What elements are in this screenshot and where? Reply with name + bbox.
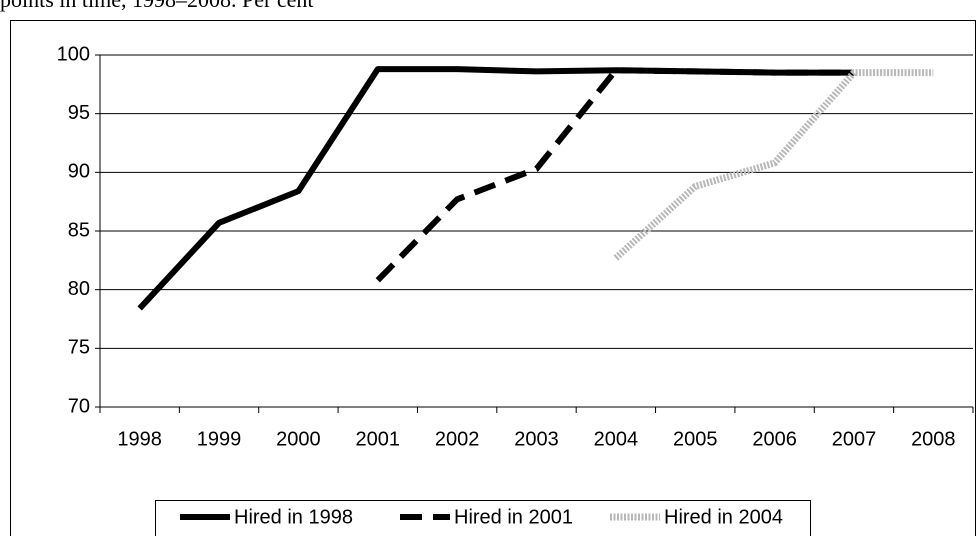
x-tick-label: 2001 [356, 428, 401, 450]
y-tick-label: 75 [68, 337, 90, 359]
x-tick-label: 2008 [911, 428, 956, 450]
x-tick-label: 1998 [117, 428, 162, 450]
x-tick-label: 2003 [514, 428, 559, 450]
y-tick-label: 95 [68, 102, 90, 124]
legend-box [155, 500, 811, 536]
x-tick-label: 1999 [197, 428, 242, 450]
chart-title: points in time, 1998–2008. Per cent [0, 0, 313, 12]
x-tick-label: 2007 [832, 428, 877, 450]
data-line [613, 69, 934, 261]
x-tick-label: 2006 [752, 428, 797, 450]
x-tick-label: 2005 [673, 428, 718, 450]
legend-label: Hired in 1998 [234, 506, 353, 528]
chart-border [10, 20, 976, 536]
x-tick-label: 2004 [594, 428, 639, 450]
x-tick-label: 2002 [435, 428, 480, 450]
y-tick-label: 80 [68, 278, 90, 300]
y-tick-label: 90 [68, 161, 90, 183]
y-tick-label: 85 [68, 219, 90, 241]
data-line [375, 67, 854, 283]
data-line [137, 66, 854, 311]
y-tick-label: 100 [57, 43, 90, 65]
y-tick-label: 70 [68, 395, 90, 417]
legend-label: Hired in 2004 [664, 506, 783, 528]
legend-label: Hired in 2001 [454, 506, 573, 528]
x-tick-label: 2000 [276, 428, 321, 450]
